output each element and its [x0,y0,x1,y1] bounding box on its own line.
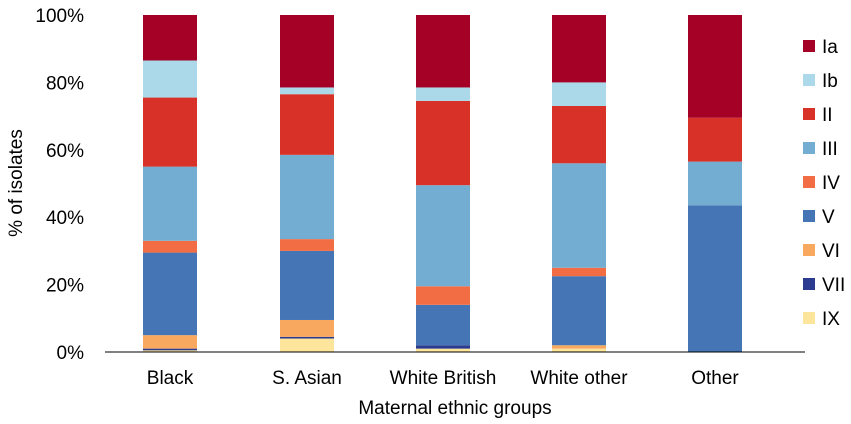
bar-white-other-ib [552,82,606,106]
x-tick-label-s-asian: S. Asian [272,368,342,389]
bar-white-other-iii [552,163,606,268]
legend-swatch-ii [803,108,815,120]
bar-white-other-vi [552,345,606,349]
y-tick-label-2: 40% [46,208,84,229]
bar-white-other-ix [552,348,606,352]
bar-black-ii [143,97,197,167]
y-tick-label-1: 20% [46,276,84,297]
legend-label-ii: II [822,105,833,126]
bar-s-asian-iii [280,154,334,240]
bar-black-vii [143,348,197,351]
bar-white-british-ii [416,100,470,186]
x-tick-label-white-other: White other [530,368,628,389]
legend-label-vii: VII [822,275,845,296]
bar-s-asian-vii [280,336,334,339]
bar-white-british-ix [416,348,470,352]
bar-white-british-ib [416,87,470,101]
y-axis-title: % of isolates [6,129,27,237]
bar-white-british-vii [416,345,470,349]
bar-black-iv [143,240,197,253]
legend-swatch-v [803,210,815,222]
y-tick-label-5: 100% [35,6,84,27]
bar-white-other-ii [552,105,606,164]
bar-s-asian-ix [280,338,334,352]
bar-s-asian-ii [280,94,334,155]
legend-label-ia: Ia [822,37,838,58]
legend-label-v: V [822,207,835,228]
bar-white-other-iv [552,267,606,277]
bar-black-vi [143,335,197,349]
legend-swatch-iv [803,176,815,188]
bar-other-v [688,205,742,352]
x-axis-tick-labels: Black S. Asian White British White other Oth… [147,368,740,389]
bar-white-other-ia [552,15,606,83]
bar-black-ix [143,350,197,352]
x-tick-label-black: Black [147,368,194,389]
bar-white-other-v [552,276,606,346]
legend-swatch-vii [803,278,815,290]
x-axis-title: Maternal ethnic groups [358,398,551,419]
bar-black-v [143,252,197,336]
bar-s-asian-iv [280,239,334,251]
bar-black-ib [143,60,197,98]
legend-label-iv: IV [822,173,840,194]
legend-label-ix: IX [822,309,840,330]
y-tick-label-0: 0% [57,343,85,364]
x-tick-label-white-british: White British [390,368,497,389]
bar-white-british-iv [416,286,470,305]
legend-label-iii: III [822,139,838,160]
bar-other-iii [688,161,742,206]
bar-other-ii [688,117,742,162]
bar-s-asian-v [280,250,334,320]
bar-black-iii [143,166,197,241]
bar-white-british-v [416,304,470,346]
bar-segments [143,15,742,352]
legend-swatch-ib [803,74,815,86]
legend-label-ib: Ib [822,71,838,92]
y-tick-label-3: 60% [46,141,84,162]
legend-swatch-vi [803,244,815,256]
bar-s-asian-ib [280,87,334,95]
legend-swatch-ix [803,312,815,324]
bar-white-british-iii [416,185,470,287]
y-axis-ticks: 0% 20% 40% 60% 80% 100% [35,6,84,364]
y-tick-label-4: 80% [46,73,84,94]
bar-black-ia [143,15,197,61]
bar-s-asian-vi [280,319,334,337]
bar-white-british-ia [416,15,470,88]
bar-other-ia [688,15,742,118]
legend-label-vi: VI [822,241,840,262]
x-tick-label-other: Other [691,368,739,389]
legend-swatch-ia [803,40,815,52]
legend-swatch-iii [803,142,815,154]
bar-s-asian-ia [280,15,334,88]
